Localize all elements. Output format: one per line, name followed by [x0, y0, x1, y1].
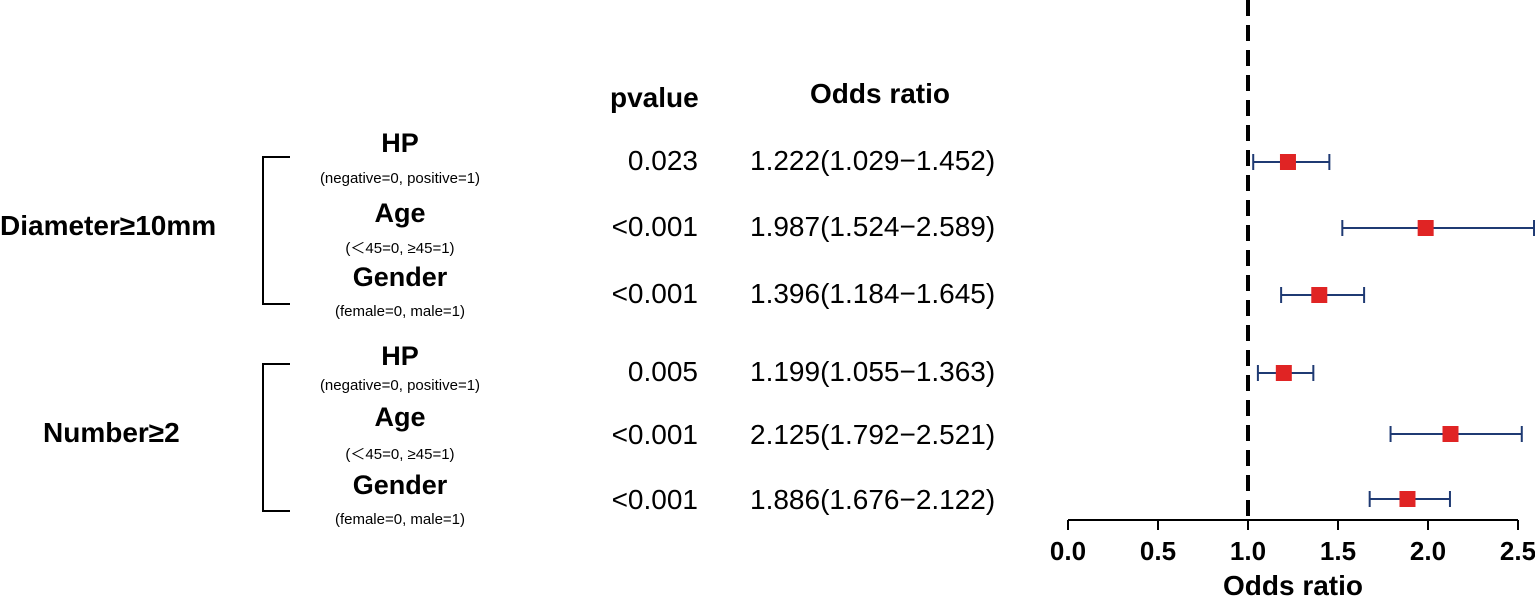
- row-pvalue: <0.001: [611, 211, 698, 242]
- row-odds-ratio: 2.125(1.792−2.521): [750, 419, 996, 450]
- or-marker: [1275, 365, 1292, 381]
- group-label-number: Number≥2: [43, 417, 180, 448]
- row-coding: (negative=0, positive=1): [319, 377, 481, 394]
- row-pvalue: 0.005: [627, 356, 698, 387]
- row-variable: Gender: [352, 262, 448, 292]
- row-variable: HP: [381, 128, 419, 158]
- row-coding: (＜45=0, ≥45=1): [345, 240, 455, 257]
- row-odds-ratio: 1.396(1.184−1.645): [750, 278, 996, 309]
- x-tick-label: 2.5: [1500, 536, 1535, 566]
- x-tick-label: 1.0: [1230, 536, 1266, 566]
- pvalue-header: pvalue: [610, 82, 699, 113]
- bracket-number: [262, 363, 290, 512]
- row-pvalue: <0.001: [611, 419, 698, 450]
- or-marker: [1311, 287, 1328, 303]
- bracket-diameter: [262, 156, 290, 305]
- or-marker: [1279, 154, 1296, 170]
- x-tick-label: 1.5: [1320, 536, 1356, 566]
- row-pvalue: <0.001: [611, 484, 698, 515]
- row-coding: (negative=0, positive=1): [319, 170, 481, 187]
- row-pvalue: 0.023: [627, 145, 698, 176]
- group-label-diameter: Diameter≥10mm: [0, 210, 217, 241]
- row-variable: HP: [381, 341, 419, 371]
- row-coding: (female=0, male=1): [334, 303, 466, 320]
- odds-ratio-header: Odds ratio: [810, 78, 951, 109]
- row-variable: Age: [374, 402, 426, 432]
- row-variable: Gender: [352, 470, 448, 500]
- row-odds-ratio: 1.199(1.055−1.363): [750, 356, 996, 387]
- x-tick-label: 2.0: [1410, 536, 1446, 566]
- row-coding: (female=0, male=1): [334, 511, 466, 528]
- or-marker: [1417, 220, 1434, 236]
- row-odds-ratio: 1.987(1.524−2.589): [750, 211, 996, 242]
- x-axis-title: Odds ratio: [1223, 570, 1363, 601]
- row-variable: Age: [374, 198, 426, 228]
- or-marker: [1442, 426, 1459, 442]
- row-odds-ratio: 1.222(1.029−1.452): [750, 145, 996, 176]
- row-coding: (＜45=0, ≥45=1): [345, 446, 455, 463]
- row-pvalue: <0.001: [611, 278, 698, 309]
- x-tick-label: 0.5: [1140, 536, 1176, 566]
- row-odds-ratio: 1.886(1.676−2.122): [750, 484, 996, 515]
- x-tick-label: 0.0: [1050, 536, 1086, 566]
- or-marker: [1399, 491, 1416, 507]
